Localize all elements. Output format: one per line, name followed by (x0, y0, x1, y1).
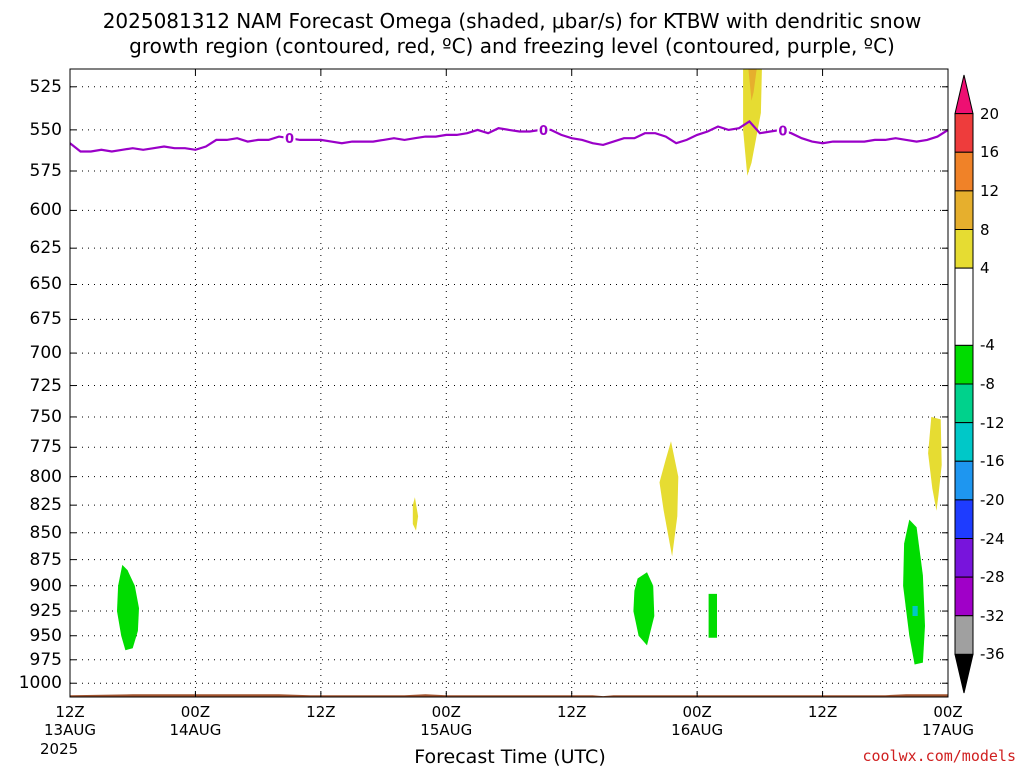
colorbar-bin (954, 538, 974, 578)
omega-shaded-region (912, 606, 918, 616)
colorbar-arrow-bottom (954, 653, 974, 694)
omega-shaded-region (117, 564, 139, 651)
y-tick-label: 525 (29, 76, 62, 97)
colorbar-tick-label: 12 (980, 181, 1000, 200)
freezing-level-label: 0 (778, 125, 787, 140)
colorbar-bin (954, 267, 974, 346)
x-tick-label: 00Z (682, 703, 712, 721)
omega-shaded-region (743, 69, 762, 176)
x-tick-label: 00Z (933, 703, 963, 721)
y-tick-label: 925 (29, 601, 62, 622)
terrain-surface (70, 694, 948, 697)
colorbar-tick-label: 4 (980, 259, 990, 278)
colorbar-tick-label: -12 (980, 413, 1005, 432)
y-tick-label: 550 (29, 119, 62, 140)
y-tick-label: 575 (29, 161, 62, 181)
colorbar-tick-label: 20 (980, 104, 1000, 123)
freezing-level-label-bg (537, 121, 550, 138)
x-tick-label: 12Z (55, 703, 85, 721)
colorbar-bin (954, 344, 974, 385)
omega-shaded-region (748, 69, 757, 101)
x-axis-year-label: 2025 (40, 740, 79, 758)
colorbar-bin (954, 499, 974, 539)
colorbar-bin (954, 383, 974, 424)
colorbar-bin (954, 229, 974, 269)
freezing-level-label: 0 (539, 124, 548, 139)
colorbar-tick-label: -20 (980, 490, 1005, 509)
x-tick-label: 12Z (306, 703, 336, 721)
colorbar-tick-label: 8 (980, 220, 990, 239)
colorbar-arrow-top (954, 74, 974, 115)
colorbar-bin (954, 190, 974, 230)
x-tick-label: 12Z (807, 703, 838, 721)
x-tick-label: 00Z (180, 703, 211, 721)
x-tick-label: 00Z (431, 703, 461, 721)
omega-shaded-region (659, 441, 679, 557)
chart-title-line-2: growth region (contoured, red, ºC) and f… (129, 34, 895, 58)
omega-shaded-region (633, 572, 655, 646)
colorbar-tick-label: -8 (980, 375, 995, 393)
x-tick-date-label: 14AUG (169, 721, 222, 739)
y-tick-label: 800 (29, 466, 62, 487)
omega-shaded-region (903, 519, 925, 665)
x-axis-title: Forecast Time (UTC) (414, 746, 606, 768)
y-tick-label: 700 (29, 343, 62, 364)
freezing-level-label-bg (776, 122, 789, 139)
y-tick-label: 1000 (18, 673, 62, 694)
y-tick-label: 750 (29, 406, 62, 427)
colorbar-tick-label: -24 (980, 529, 1005, 548)
freezing-level-label: 0 (285, 132, 294, 147)
y-tick-label: 875 (29, 549, 62, 570)
y-tick-label: 600 (29, 200, 62, 221)
colorbar-tick-label: -32 (980, 606, 1005, 625)
y-tick-label: 650 (29, 274, 62, 295)
colorbar-bin (954, 460, 974, 501)
y-tick-label: 950 (29, 625, 62, 646)
colorbar-tick-label: -4 (980, 336, 995, 355)
plot-frame (69, 68, 949, 698)
omega-shaded-region (412, 497, 419, 531)
y-tick-label: 825 (29, 495, 62, 516)
x-tick-date-label: 13AUG (44, 721, 96, 739)
omega-shaded-region (708, 593, 717, 638)
y-tick-label: 675 (29, 309, 62, 330)
colorbar-tick-label: -28 (980, 568, 1005, 587)
freezing-level-label-bg (283, 130, 296, 147)
y-tick-label: 725 (29, 375, 62, 396)
y-tick-label: 975 (29, 649, 62, 670)
x-tick-date-label: 16AUG (671, 721, 724, 739)
colorbar-bin (954, 422, 974, 462)
x-tick-date-label: 15AUG (420, 721, 473, 739)
x-tick-label: 12Z (557, 703, 587, 721)
colorbar-bin (954, 151, 974, 192)
colorbar-tick-label: -16 (980, 452, 1005, 471)
y-tick-label: 850 (29, 522, 62, 543)
chart-title-line-1: 2025081312 NAM Forecast Omega (shaded, μ… (102, 9, 922, 33)
y-tick-label: 625 (29, 238, 62, 259)
site-credit: coolwx.com/models (862, 747, 1016, 765)
colorbar-bin (954, 576, 974, 617)
omega-shaded-region (928, 416, 942, 511)
y-tick-label: 775 (29, 437, 62, 458)
colorbar-bin (954, 615, 974, 655)
freezing-level-contour (70, 119, 948, 153)
y-tick-label: 900 (29, 575, 62, 596)
colorbar-tick-label: -36 (980, 645, 1005, 664)
x-tick-date-label: 17AUG (922, 721, 974, 739)
colorbar-tick-label: 16 (980, 143, 1000, 162)
colorbar-bin (954, 113, 974, 153)
